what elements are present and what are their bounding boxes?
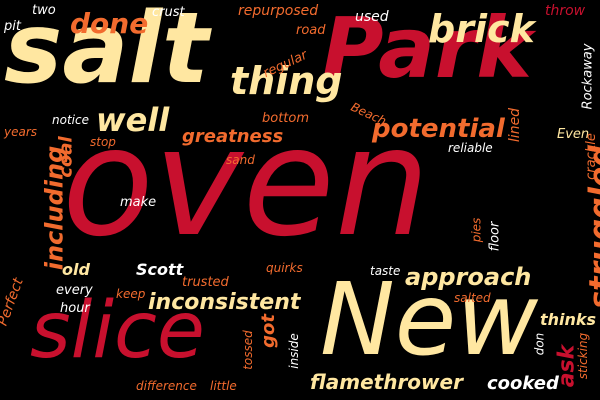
word-difference: difference [136,379,197,393]
word-thinks: thinks [540,310,597,329]
word-every: every [56,283,93,298]
word-quirks: quirks [266,261,303,275]
word-old: old [62,260,90,279]
word-pies: pies [469,217,484,243]
word-got: got [257,314,279,348]
word-thing: thing [230,59,343,103]
word-don: don [532,332,547,356]
word-make: make [120,195,157,210]
word-lined: lined [507,107,524,143]
word-notice: notice [52,113,89,127]
word-bottom: bottom [262,111,310,126]
word-taste: taste [370,264,401,278]
word-tossed: tossed [240,330,255,370]
word-rockaway: Rockaway [580,43,596,110]
word-keep: keep [116,287,146,301]
word-reliable: reliable [448,141,493,155]
word-repurposed: repurposed [238,3,319,19]
word-throw: throw [545,3,586,19]
word-trusted: trusted [182,275,229,290]
word-done: done [70,7,149,40]
word-little: little [210,379,237,393]
word-two: two [32,3,56,18]
word-even: Even [557,127,590,142]
word-flamethrower: flamethrower [310,370,463,394]
word-used: used [355,9,389,25]
word-ask: ask [554,344,580,388]
word-brick: brick [428,7,535,51]
word-new: New [320,261,539,378]
word-greatness: greatness [182,126,284,147]
word-perfect: Perfect [0,275,27,329]
word-hour: hour [60,301,90,316]
word-cooked: cooked [487,373,559,394]
word-approach: approach [405,263,532,291]
word-pit: pit [4,19,21,34]
word-crust: crust [152,5,185,20]
word-years: years [4,125,38,139]
word-well: well [96,101,170,139]
word-sand: sand [226,153,255,167]
word-slice: slice [30,286,205,376]
word-inside: inside [286,333,301,369]
word-salt: salt [4,0,209,106]
word-crackle: crackle [583,133,599,180]
word-scott: Scott [136,260,184,279]
word-inconsistent: inconsistent [148,290,301,315]
word-salted: salted [454,291,491,305]
word-stop: stop [90,135,116,149]
word-oven: oven [62,96,430,270]
word-road: road [296,23,326,38]
word-floor: floor [487,221,503,252]
word-potential: potential [372,114,505,144]
word-park: Park [322,0,533,97]
word-sticking: sticking [576,332,591,380]
word-coal: coal [55,136,77,178]
